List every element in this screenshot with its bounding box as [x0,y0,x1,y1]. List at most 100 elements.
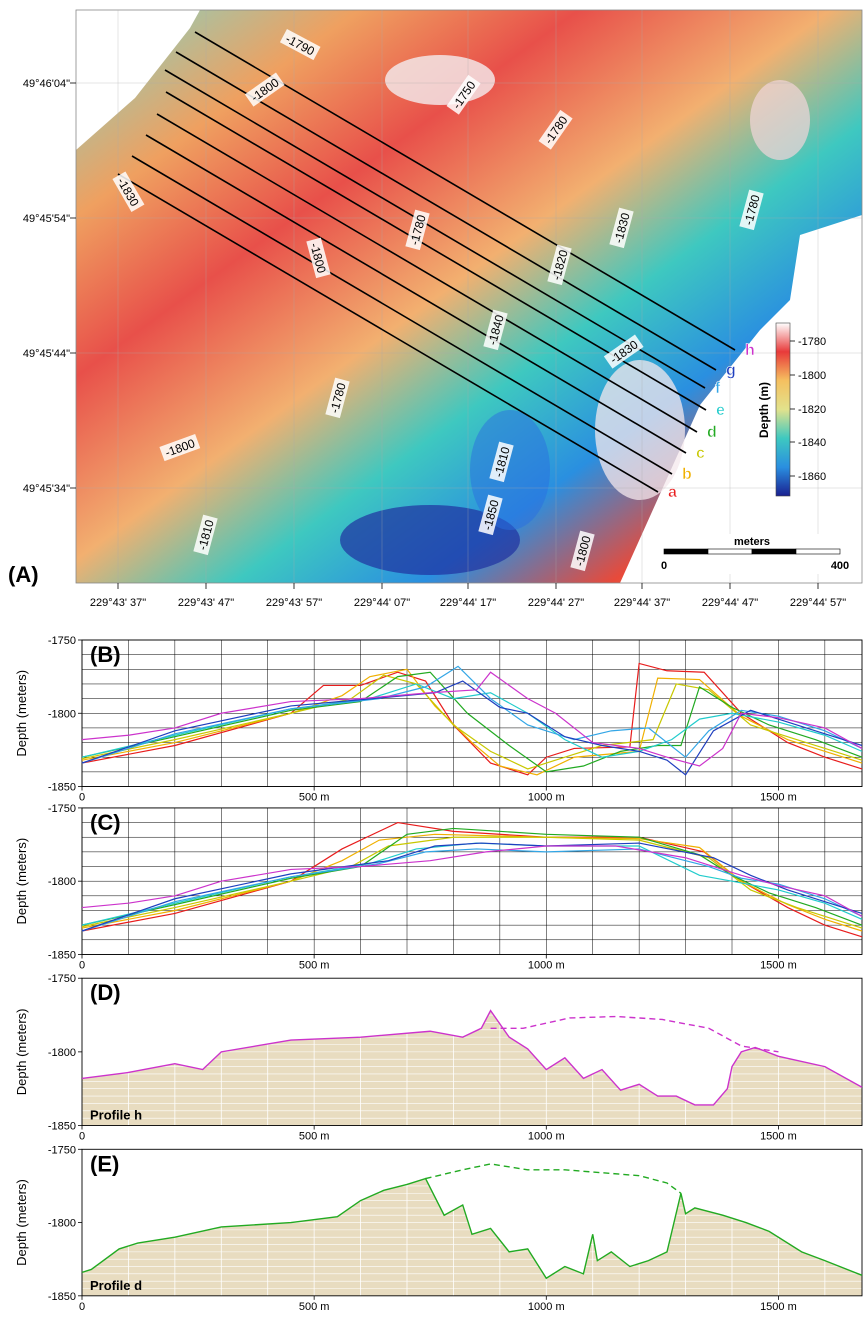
contour-label-background [570,530,595,572]
longitude-tick-label: 229°43' 47" [178,597,234,609]
x-tick-label: 1500 m [760,959,797,971]
scale-bar-segment [663,548,709,555]
profile-area-fill [82,1010,862,1126]
x-tick-label: 1500 m [760,1131,797,1143]
y-tick-label: -1850 [48,1291,76,1303]
y-tick-label: -1800 [48,1218,76,1230]
contour-label-background [478,494,503,536]
x-tick-label: 1500 m [760,792,797,804]
panel-c-profiles: 0 500 m 1000 m 1500 m -1750 -1800 -1850 Depth (… [14,803,863,971]
reconstructed-profile-line [490,1015,779,1053]
colorbar-ticks: -1780 -1800 -1820 -1840 -1860 [790,336,826,483]
measured-profile-line [81,1009,863,1106]
profile-line-label: a [668,484,677,501]
longitude-ticks: 229°43' 37" 229°43' 47" 229°43' 57" 229°44'… [90,583,846,609]
y-tick-label: -1750 [48,635,76,647]
y-axis-label: Depth (meters) [14,1179,29,1266]
summit-highlight [385,55,495,105]
reconstructed-profile-line [425,1163,682,1194]
profile-line-label: e [716,402,725,419]
profile-series-line [81,842,863,926]
contour-label-background [603,334,644,369]
map-frame [75,9,863,584]
contour-label-background [446,74,481,115]
contour-label-background [489,441,514,483]
y-axis-label: Depth (meters) [14,670,29,757]
longitude-tick-label: 229°44' 37" [614,597,670,609]
panel-label: (C) [90,810,121,835]
contour-label-background [483,309,508,351]
latitude-tick-label: 49°46'04" [23,78,70,90]
profile-line-label: h [745,342,755,359]
y-tick-label: -1750 [48,803,76,815]
y-tick-label: -1800 [48,1047,76,1059]
scale-bar-segment [707,548,753,555]
contour-label-background [112,171,145,212]
profile-line [156,113,698,433]
longitude-tick-label: 229°43' 37" [90,597,146,609]
contour-label-background [193,514,218,556]
longitude-tick-label: 229°44' 27" [528,597,584,609]
colorbar-title: Depth (m) [757,382,771,438]
profile-series-line [81,668,863,776]
y-tick-label: -1750 [48,973,76,985]
profile-series-line [81,680,863,776]
x-tick-label: 500 m [299,1301,330,1313]
contour-label-background [405,209,430,251]
measured-profile-line [81,1177,863,1280]
scale-bar-start-label: 0 [661,560,667,572]
longitude-tick-label: 229°44' 47" [702,597,758,609]
x-tick-label: 1500 m [760,1301,797,1313]
scale-bar: meters 0 400 [653,534,857,574]
summit-highlight [750,80,810,160]
profile-line [194,31,736,351]
profile-series-line [81,665,863,764]
profile-line [175,51,717,371]
scale-bar-segment [751,548,797,555]
deep-basin [340,505,520,575]
contour-label-background [325,377,350,419]
y-tick-label: -1800 [48,708,76,720]
y-tick-label: -1850 [48,782,76,794]
contour-label-background [609,207,634,249]
colorbar-tick-label: -1800 [798,370,826,382]
colorbar: Depth (m) -1780 -1800 -1820 -1840 -1860 [757,322,826,497]
x-tick-label: 500 m [299,1131,330,1143]
profile-line [117,173,659,493]
latitude-tick-label: 49°45'34" [23,483,70,495]
profile-series-line [81,827,863,926]
x-tick-label: 1000 m [528,959,565,971]
panel-label: (B) [90,642,121,667]
y-tick-label: -1850 [48,949,76,961]
profile-label: Profile d [90,1278,142,1293]
profile-line-label: g [726,362,736,379]
colorbar-tick-label: -1780 [798,336,826,348]
profile-series-line [81,845,863,917]
profile-line-label: d [707,424,717,441]
profile-series-line [81,848,863,932]
profile-series-line [81,674,863,770]
contour-label-background [159,433,201,462]
panel-label: (E) [90,1151,119,1176]
x-tick-label: 1000 m [528,1131,565,1143]
longitude-tick-label: 229°43' 57" [266,597,322,609]
panel-e-profile-d: Profile d 0 500 m 1000 m 1500 m -1750 -1800 -18… [14,1144,863,1313]
panel-d-profile-h: Profile h 0 500 m 1000 m 1500 m -1750 -1800 -18… [14,973,863,1143]
y-axis-label: Depth (meters) [14,1009,29,1096]
y-tick-label: -1800 [48,876,76,888]
summit-highlight [595,360,685,500]
deep-basin [470,410,550,530]
longitude-tick-label: 229°44' 07" [354,597,410,609]
colorbar-tick-label: -1860 [798,471,826,483]
profile-line [164,69,706,389]
x-tick-label: 1000 m [528,1301,565,1313]
profile-line-label: b [682,466,692,483]
longitude-tick-label: 229°44' 57" [790,597,846,609]
panel-label-a: (A) [8,562,39,587]
panel-b-profiles: 0 500 m 1000 m 1500 m -1750 -1800 -1850 Depth (… [14,635,863,804]
panel-label: (D) [90,980,121,1005]
contour-label-background [244,72,285,107]
profile-series-line [81,836,863,929]
